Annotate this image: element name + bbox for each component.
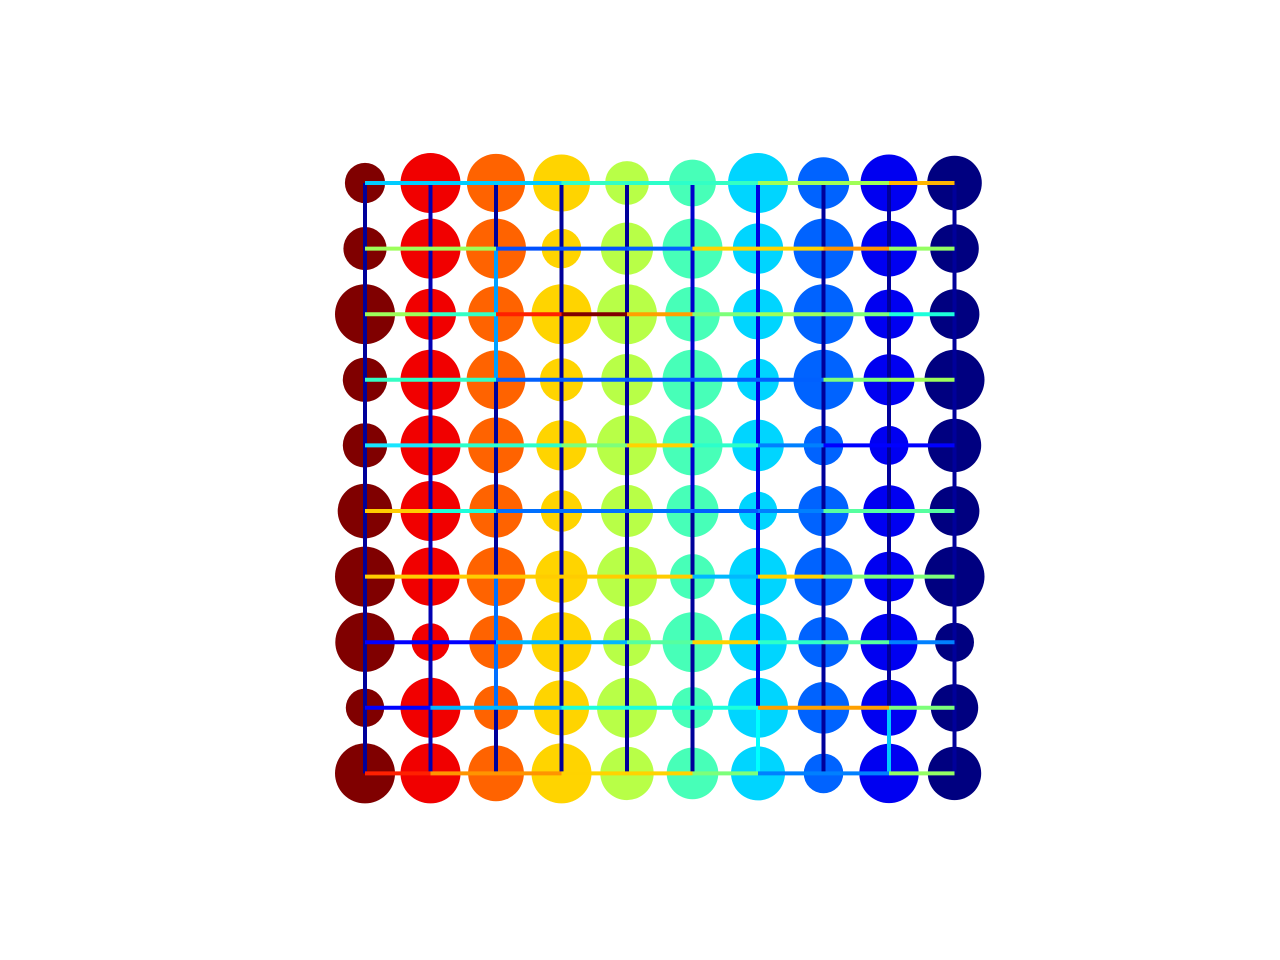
edges-layer (363, 181, 957, 776)
